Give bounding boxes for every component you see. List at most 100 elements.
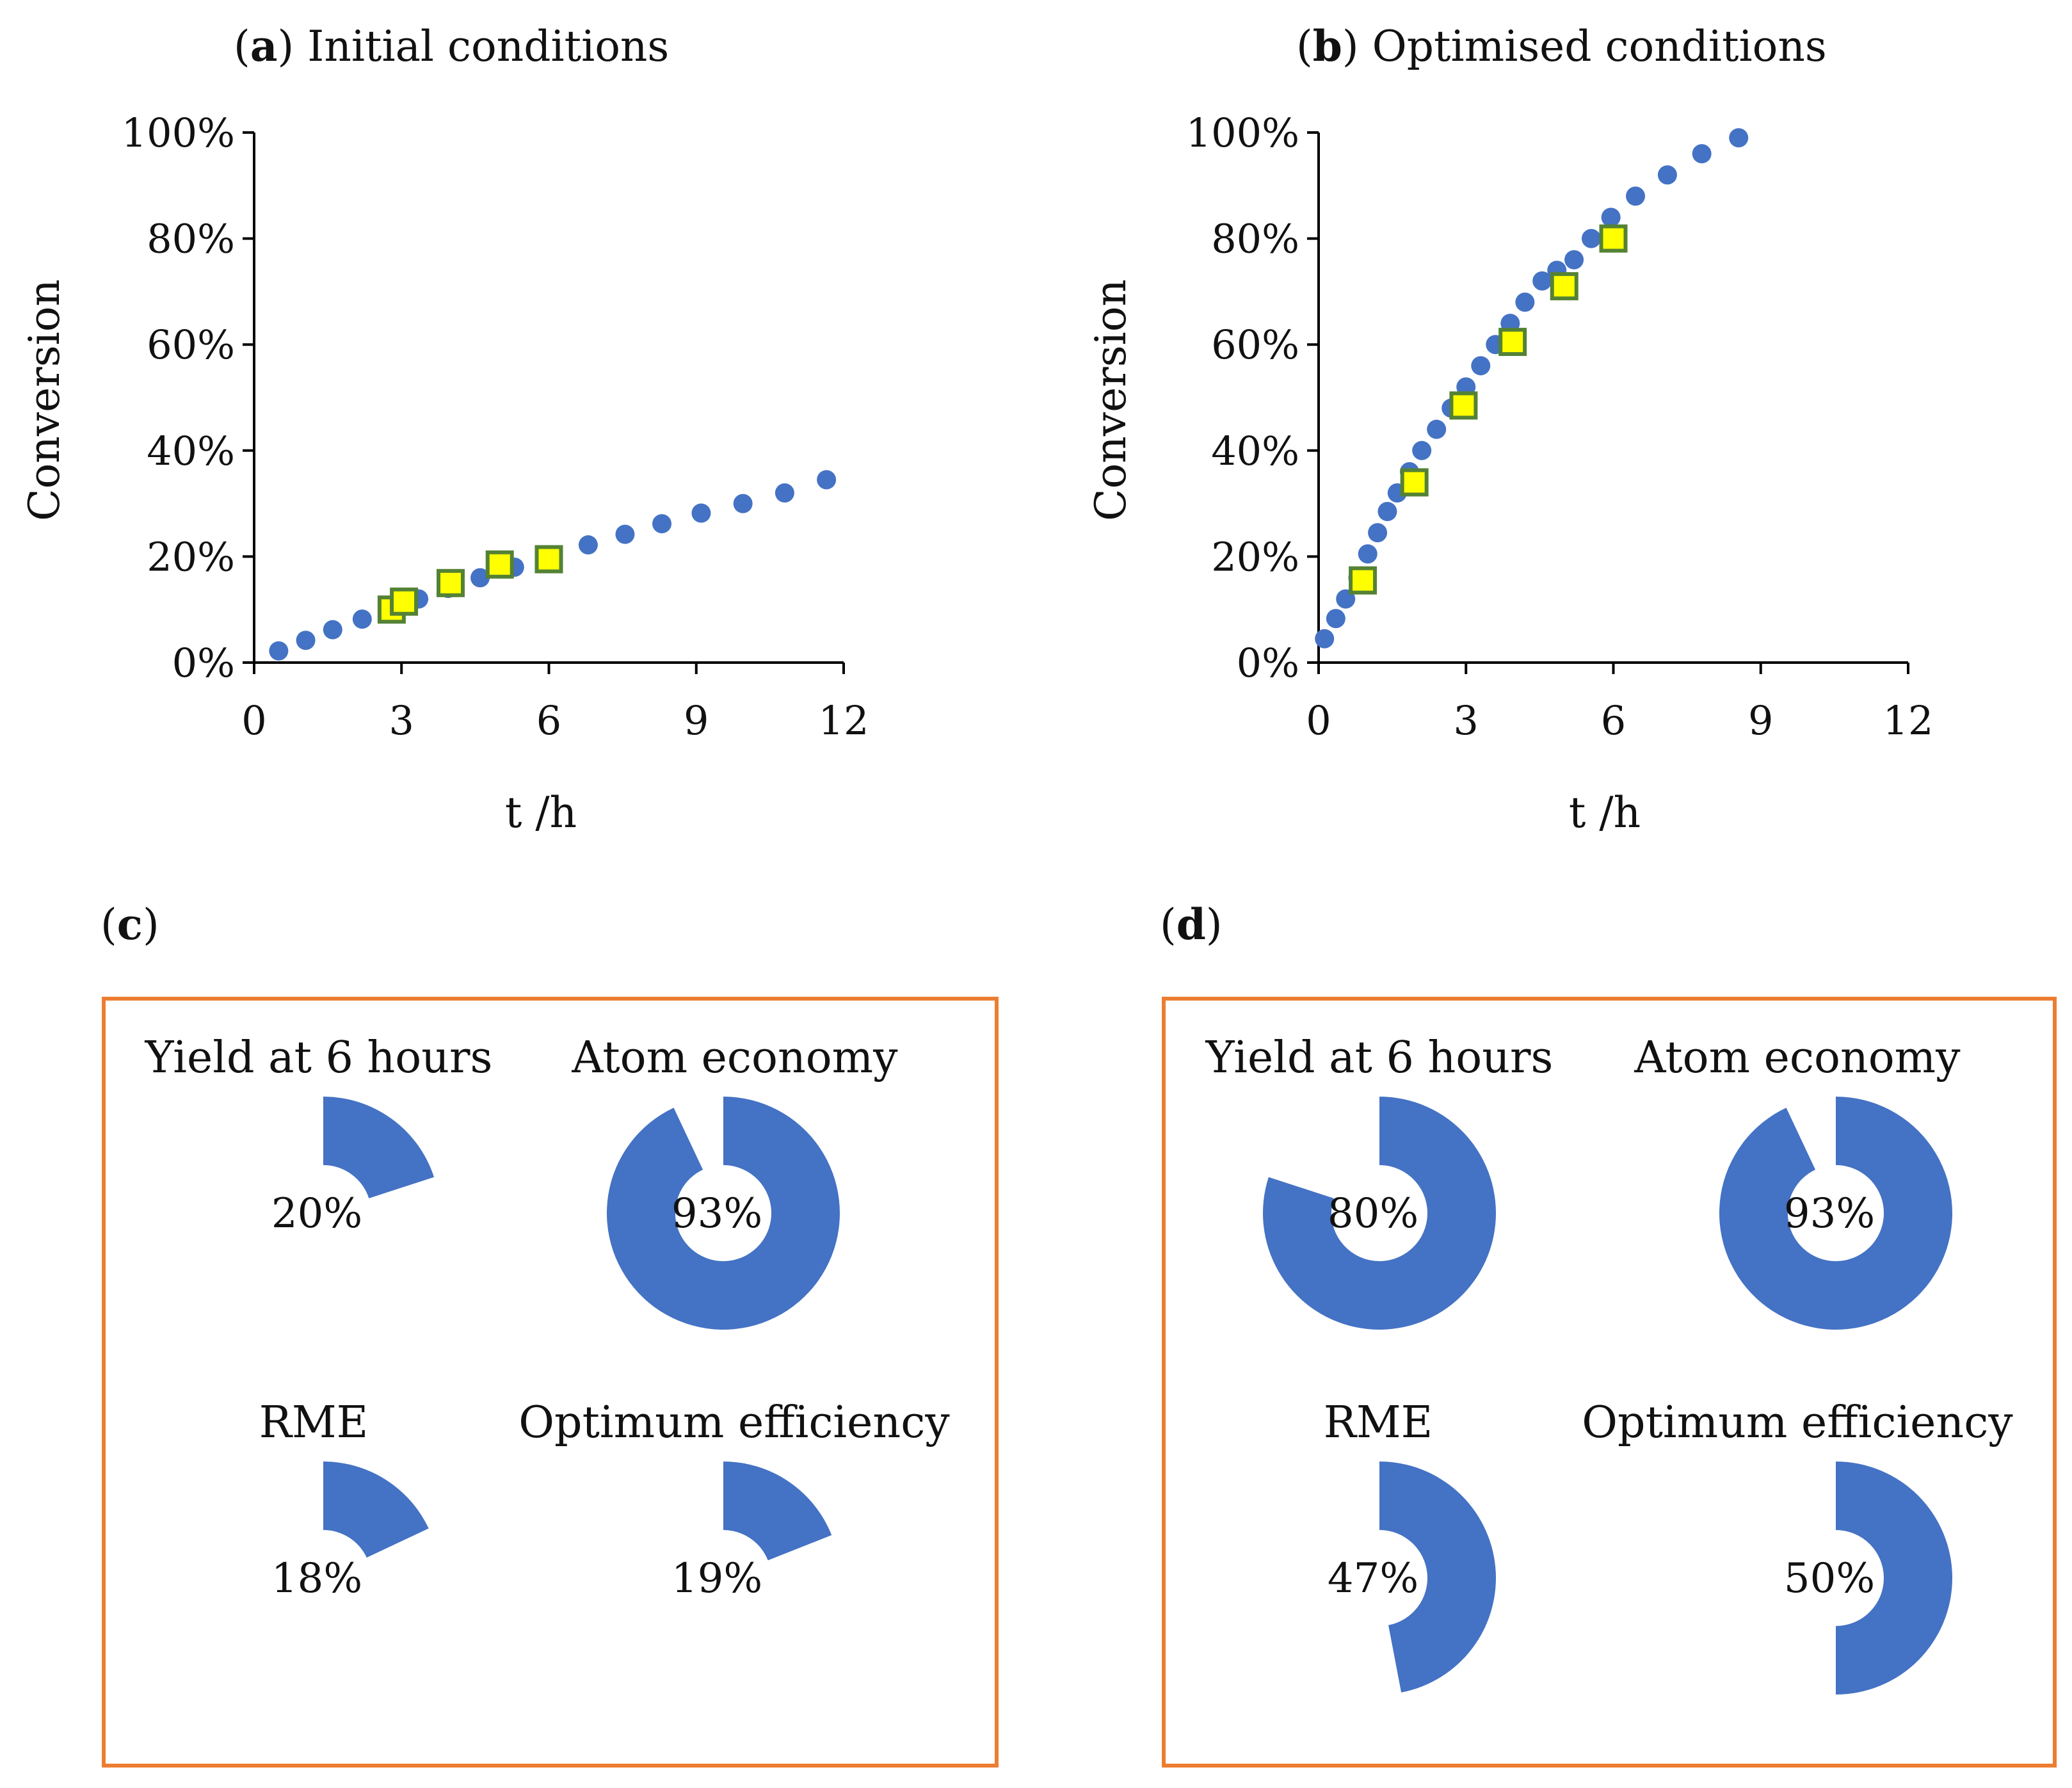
model-point bbox=[1326, 609, 1345, 629]
model-point bbox=[1515, 292, 1535, 312]
panel-b-ylabel: Conversion bbox=[1086, 279, 1136, 521]
y-tick-label: 0% bbox=[172, 640, 235, 686]
panel-c: (c) Yield at 6 hours 20% Atom economy 93% RM… bbox=[100, 899, 999, 1768]
experimental-point bbox=[1400, 468, 1429, 497]
panel-b-plot-area bbox=[1315, 128, 1749, 648]
kpi-donut-segment bbox=[607, 1097, 840, 1330]
model-point bbox=[1581, 229, 1601, 248]
experimental-point bbox=[485, 550, 514, 579]
x-tick-label: 3 bbox=[389, 697, 414, 744]
model-point bbox=[1358, 544, 1377, 564]
kpi-title: Atom economy bbox=[1634, 1033, 1961, 1083]
model-point bbox=[323, 620, 342, 640]
model-point bbox=[1532, 271, 1552, 291]
y-tick-label: 100% bbox=[122, 109, 235, 156]
panel-a-title-text: Initial conditions bbox=[294, 22, 669, 71]
experimental-point bbox=[1550, 272, 1578, 301]
experimental-point bbox=[1498, 328, 1527, 357]
x-tick-label: 12 bbox=[819, 697, 869, 744]
panel-c-heading: (c) bbox=[100, 899, 159, 949]
model-point bbox=[733, 494, 753, 513]
panel-b-ticks: 0% 20% 40% 60% 80% 100% 0 3 6 9 12 bbox=[1186, 109, 1934, 744]
model-point bbox=[1626, 186, 1646, 206]
panel-c-donuts: Yield at 6 hours 20% Atom economy 93% RME 18%… bbox=[145, 1033, 951, 1602]
kpi-donut-segment bbox=[1379, 1462, 1497, 1693]
panel-a-plot-area bbox=[269, 470, 837, 661]
panel-b-title-text: Optimised conditions bbox=[1359, 22, 1827, 71]
kpi-value: 93% bbox=[671, 1190, 762, 1237]
y-tick-label: 60% bbox=[1211, 321, 1299, 368]
kpi-donut-segment bbox=[723, 1462, 832, 1561]
panel-d-frame bbox=[1162, 997, 2057, 1768]
kpi-value: 80% bbox=[1328, 1190, 1418, 1237]
panel-a-ticks: 0% 20% 40% 60% 80% 100% 0 3 6 9 12 bbox=[122, 109, 869, 744]
experimental-point bbox=[1449, 391, 1478, 420]
panel-d: (d) Yield at 6 hours 80% Atom economy 93% RM… bbox=[1160, 899, 2057, 1768]
y-tick-label: 40% bbox=[147, 428, 235, 474]
model-point bbox=[578, 535, 598, 555]
kpi-title: Atom economy bbox=[571, 1033, 898, 1083]
x-tick-label: 9 bbox=[1748, 697, 1773, 744]
panel-d-letter: d bbox=[1177, 899, 1206, 949]
kpi-title: Yield at 6 hours bbox=[1205, 1033, 1554, 1083]
kpi-value: 47% bbox=[1328, 1555, 1418, 1602]
panel-b: (b) Optimised conditions Conversion t /h… bbox=[1086, 21, 1933, 837]
model-point bbox=[1471, 356, 1491, 376]
y-tick-label: 20% bbox=[147, 533, 235, 580]
kpi-value: 93% bbox=[1784, 1190, 1875, 1237]
kpi-donut-segment bbox=[1719, 1097, 1953, 1330]
y-tick-label: 40% bbox=[1211, 428, 1299, 474]
kpi-value: 50% bbox=[1784, 1555, 1875, 1602]
y-tick-label: 80% bbox=[147, 216, 235, 262]
model-point bbox=[1601, 207, 1621, 227]
kpi-donut-segment bbox=[323, 1097, 435, 1198]
model-point bbox=[817, 470, 837, 490]
model-point bbox=[1412, 440, 1432, 460]
x-tick-label: 9 bbox=[684, 697, 709, 744]
y-tick-label: 20% bbox=[1211, 533, 1299, 580]
kpi-donut-segment bbox=[323, 1462, 429, 1558]
kpi-title: Yield at 6 hours bbox=[145, 1033, 493, 1083]
y-tick-label: 80% bbox=[1211, 216, 1299, 262]
x-tick-label: 3 bbox=[1454, 697, 1479, 744]
experimental-point bbox=[534, 545, 563, 574]
panel-d-heading: (d) bbox=[1160, 899, 1223, 949]
panel-a: (a) Initial conditions Conversion t /h 0… bbox=[20, 21, 869, 837]
kpi-title: Optimum efficiency bbox=[518, 1397, 950, 1448]
kpi-value: 18% bbox=[271, 1555, 362, 1602]
model-point bbox=[470, 568, 490, 588]
kpi-value: 19% bbox=[671, 1555, 762, 1602]
y-tick-label: 0% bbox=[1237, 640, 1299, 686]
model-point bbox=[1368, 523, 1388, 543]
experimental-point bbox=[1349, 566, 1377, 595]
model-point bbox=[775, 483, 794, 503]
kpi-title: RME bbox=[259, 1397, 368, 1448]
model-point bbox=[296, 631, 316, 650]
panel-a-title: (a) Initial conditions bbox=[234, 21, 669, 71]
x-tick-label: 6 bbox=[536, 697, 561, 744]
model-point bbox=[652, 514, 672, 534]
model-point bbox=[1427, 419, 1447, 439]
y-tick-label: 100% bbox=[1186, 109, 1299, 156]
x-tick-label: 6 bbox=[1601, 697, 1626, 744]
x-tick-label: 0 bbox=[241, 697, 266, 744]
x-tick-label: 12 bbox=[1883, 697, 1934, 744]
x-tick-label: 0 bbox=[1306, 697, 1331, 744]
model-point bbox=[352, 609, 372, 629]
panel-b-letter: b bbox=[1313, 21, 1342, 71]
model-point bbox=[1729, 128, 1749, 148]
panel-c-letter: c bbox=[117, 899, 143, 949]
panel-b-title: (b) Optimised conditions bbox=[1296, 21, 1827, 71]
kpi-value: 20% bbox=[271, 1190, 362, 1237]
panel-a-ylabel: Conversion bbox=[20, 279, 69, 521]
kpi-title: RME bbox=[1324, 1397, 1433, 1448]
model-point bbox=[1315, 629, 1335, 648]
model-point bbox=[691, 503, 711, 523]
model-point bbox=[1564, 250, 1584, 270]
model-point bbox=[1657, 165, 1677, 185]
kpi-title: Optimum efficiency bbox=[1582, 1397, 2013, 1448]
model-point bbox=[1692, 144, 1712, 164]
panel-a-letter: a bbox=[250, 21, 278, 71]
model-point bbox=[1377, 502, 1397, 522]
